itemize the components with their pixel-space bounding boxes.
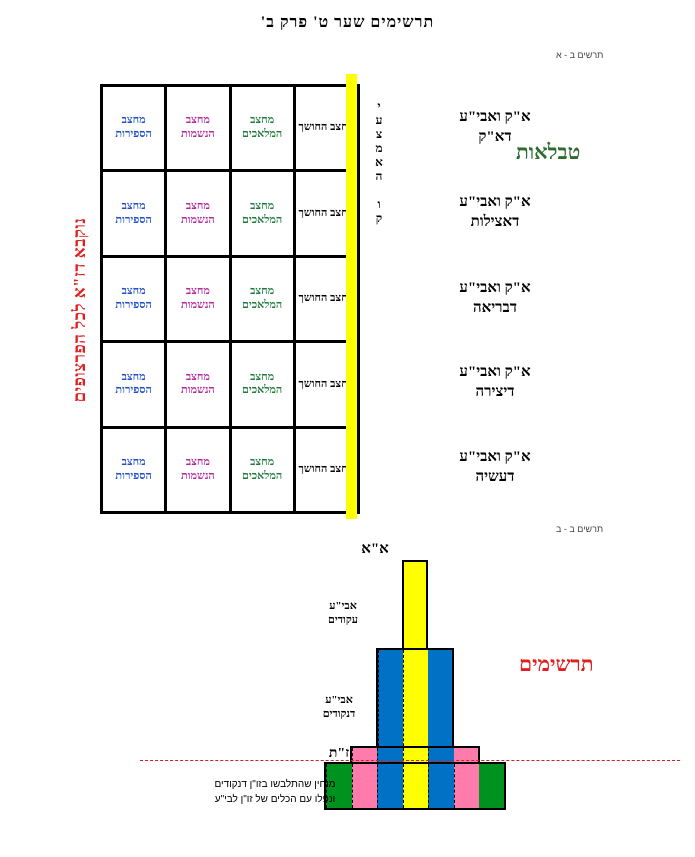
row-label-line2: דיצירה (475, 384, 515, 401)
row-label-line1: א"ק ואבי"ע (459, 280, 531, 296)
row-label-briah: א"ק ואבי"ע דבריאה (415, 278, 575, 319)
heading-tarshimim: תרשימים (519, 652, 594, 676)
row-label-asiyah: א"ק ואבי"ע דעשיה (415, 447, 575, 488)
table-cell-sefirot: מחצב הספירות (115, 114, 152, 141)
pyramid-label-akudim: אבי"ע עקודים (300, 600, 386, 628)
table-cell-neshamot: מחצב הנשמות (164, 172, 228, 255)
table-cell-malachim: מחצב המלאכים (228, 257, 293, 341)
row-label-line2: דעשיה (475, 469, 515, 486)
pyramid-label-nekudim: אבי"ע דנקודים (296, 694, 382, 722)
table-cell-sefirot: מחצב הספירות (115, 370, 152, 397)
figure-caption-a: תרשים ב - א (556, 50, 604, 60)
table-cell-malachim: מחצב המלאכים (228, 428, 293, 512)
table-cell-malachim: מחצב המלאכים (228, 343, 293, 426)
table-cell-sefirot: מחצב הספירות (115, 285, 152, 312)
row-label-line2: דאצילות (470, 214, 520, 231)
table-cell-sefirot: מחצב הספירות (115, 199, 152, 226)
pyramid-segment-yellow (403, 650, 428, 756)
matrix-table: מחצב החושך מחצב המלאכים מחצב הנשמות מחצב… (100, 84, 360, 514)
table-cell-neshamot: מחצב הנשמות (164, 343, 228, 426)
pyramid-tier-bottom (324, 762, 506, 810)
yellow-bar-label: קו האמצעי (372, 99, 386, 225)
pyramid-label-aa: א"א (361, 541, 389, 557)
pyramid-segment-blue (428, 650, 452, 756)
pyramid-diagram (0, 550, 695, 810)
pyramid-segment-blue (428, 764, 454, 808)
table-row: מחצב החושך מחצב המלאכים מחצב הנשמות מחצב… (103, 343, 357, 429)
table-row: מחצב החושך מחצב המלאכים מחצב הנשמות מחצב… (103, 428, 357, 512)
table-cell-hoshech: מחצב החושך (292, 87, 357, 170)
row-label-line2: דבריאה (472, 300, 517, 317)
row-label-line2: דא"ק (478, 129, 512, 146)
table-cell-neshamot: מחצב הנשמות (164, 428, 228, 512)
pyramid-segment-blue (378, 650, 403, 756)
pyramid-bottom-note: מוחין שהתלבשו בזו"ן דנקודים ונפלו עם הכל… (160, 777, 390, 807)
row-label-line1: א"ק ואבי"ע (459, 194, 531, 210)
pyramid-label-nekudim-line2: דנקודים (322, 707, 356, 720)
row-label-line1: א"ק ואבי"ע (459, 449, 531, 465)
pyramid-label-akudim-line2: עקודים (328, 613, 358, 626)
dashed-base-line (140, 760, 680, 761)
table-cell-hoshech: מחצב החושך (292, 257, 357, 341)
left-red-vertical-caption: נוקבא דז"א לכל הפרצופים (70, 217, 89, 403)
row-label-atzilut: א"ק ואבי"ע דאצילות (415, 192, 575, 233)
page-title: תרשימים שער ט' פרק ב' (260, 14, 435, 31)
pyramid-label-akudim-line1: אבי"ע (329, 600, 357, 612)
table-cell-sefirot: מחצב הספירות (115, 456, 152, 482)
table-cell-neshamot: מחצב הנשמות (164, 257, 228, 341)
row-label-ak: א"ק ואבי"ע דא"ק (415, 107, 575, 148)
table-cell-malachim: מחצב המלאכים (228, 172, 293, 255)
heading-tablaot: טבלאות (516, 140, 581, 164)
pyramid-segment-pink (453, 764, 480, 808)
table-row: מחצב החושך מחצב המלאכים מחצב הנשמות מחצב… (103, 172, 357, 258)
table-cell-hoshech: מחצב החושך (292, 343, 357, 426)
figure-caption-b: תרשים ב - ב (556, 524, 604, 534)
pyramid-segment-green (479, 764, 504, 808)
pyramid-label-zat: ז"ת (328, 746, 350, 761)
table-row: מחצב החושך מחצב המלאכים מחצב הנשמות מחצב… (103, 257, 357, 344)
table-cell-hoshech: מחצב החושך (292, 428, 357, 512)
pyramid-segment-green (325, 764, 352, 808)
pyramid-tier-akudim (376, 648, 454, 758)
pyramid-segment-blue (377, 764, 403, 808)
row-label-line1: א"ק ואבי"ע (459, 109, 531, 125)
pyramid-segment-yellow (402, 764, 429, 808)
pyramid-segment-pink (351, 764, 378, 808)
bottom-note-line2: ונפלו עם הכלים של זו"ן לבי"ע (214, 794, 336, 805)
table-cell-hoshech: מחצב החושך (292, 172, 357, 255)
row-label-yetzirah: א"ק ואבי"ע דיצירה (415, 362, 575, 403)
table-row: מחצב החושך מחצב המלאכים מחצב הנשמות מחצב… (103, 87, 357, 173)
table-cell-neshamot: מחצב הנשמות (164, 87, 228, 170)
bottom-note-line1: מוחין שהתלבשו בזו"ן דנקודים (214, 779, 336, 790)
row-label-line1: א"ק ואבי"ע (459, 364, 531, 380)
table-cell-malachim: מחצב המלאכים (228, 87, 293, 170)
yellow-center-column-bar (346, 74, 357, 519)
pyramid-label-nekudim-line1: אבי"ע (325, 694, 353, 706)
